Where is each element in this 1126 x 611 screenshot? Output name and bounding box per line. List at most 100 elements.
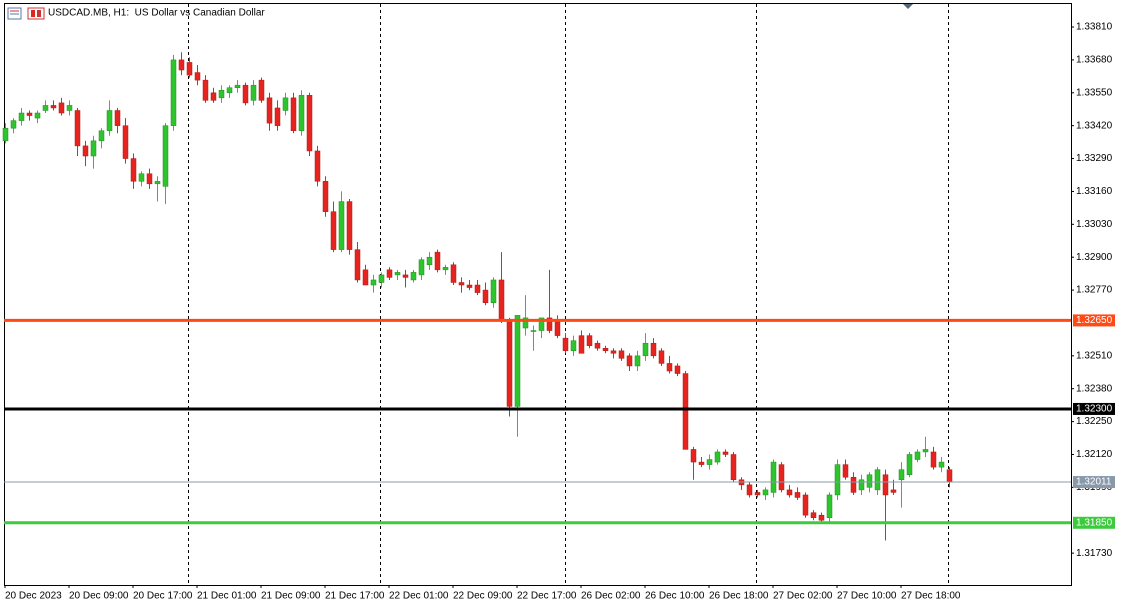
candle-body — [82, 145, 89, 157]
candle-body — [922, 449, 929, 453]
candle-body — [834, 464, 841, 496]
candle-body — [826, 494, 833, 518]
candle-body — [586, 335, 593, 346]
candle-body — [634, 355, 641, 367]
candle-body — [674, 365, 681, 374]
x-tick-label: 26 Dec 10:00 — [645, 591, 705, 602]
candle-body — [818, 514, 825, 521]
candle-body — [50, 105, 57, 109]
candle-body — [290, 97, 297, 131]
candle-body — [426, 256, 433, 266]
price-level-label: 1.32650 — [1076, 315, 1113, 326]
candle-body — [218, 90, 225, 99]
candle-body — [98, 130, 105, 142]
candle-body — [42, 105, 49, 111]
candle-body — [602, 347, 609, 352]
y-tick-label: 1.32120 — [1076, 449, 1113, 460]
candle-body — [642, 342, 649, 357]
candle-body — [554, 320, 561, 336]
candle-body — [850, 476, 857, 493]
candle-body — [10, 120, 17, 129]
candle-body — [258, 79, 265, 101]
y-tick-label: 1.33030 — [1076, 219, 1113, 230]
x-tick-label: 26 Dec 02:00 — [581, 591, 641, 602]
candle-body — [906, 454, 913, 475]
x-tick-label: 21 Dec 01:00 — [197, 591, 257, 602]
candle-body — [194, 72, 201, 81]
y-tick-label: 1.32250 — [1076, 416, 1113, 427]
candle-body — [146, 173, 153, 185]
candle-body — [106, 110, 113, 131]
y-tick-label: 1.33550 — [1076, 87, 1113, 98]
candle-body — [186, 62, 193, 76]
candle-body — [474, 284, 481, 293]
y-tick-label: 1.33290 — [1076, 153, 1113, 164]
candle-body — [250, 84, 257, 101]
icon — [37, 10, 41, 17]
price-level-label: 1.31850 — [1076, 517, 1113, 528]
candle-body — [930, 451, 937, 468]
candle-body — [866, 474, 873, 488]
price-level-label-bg — [1073, 402, 1115, 415]
candle-body — [434, 251, 441, 271]
candle-body — [242, 84, 249, 104]
candle-body — [178, 59, 185, 71]
candle-body — [938, 461, 945, 468]
candle-body — [2, 127, 9, 142]
candle-body — [370, 279, 377, 286]
shift-marker — [903, 4, 913, 9]
candle-body — [122, 125, 129, 159]
candle-body — [322, 181, 329, 212]
candle-body — [882, 474, 889, 496]
candle-body — [650, 342, 657, 357]
candle-body — [338, 201, 345, 250]
candle-body — [578, 335, 585, 354]
candle-body — [714, 451, 721, 463]
y-tick-label: 1.32900 — [1076, 252, 1113, 263]
candle-body — [858, 479, 865, 491]
y-tick-label: 1.31730 — [1076, 548, 1113, 559]
x-tick-label: 20 Dec 2023 — [5, 591, 62, 602]
candle-body — [722, 451, 729, 455]
candle-body — [530, 330, 537, 332]
candle-body — [410, 272, 417, 281]
candle-body — [354, 249, 361, 281]
candle-body — [306, 95, 313, 152]
candle-body — [282, 97, 289, 111]
candle-body — [810, 512, 817, 518]
candle-body — [330, 211, 337, 250]
candle-body — [402, 274, 409, 278]
candle-body — [522, 317, 529, 329]
candle-body — [898, 469, 905, 481]
candle-body — [914, 451, 921, 460]
x-tick-label: 26 Dec 18:00 — [709, 591, 769, 602]
candle-body — [842, 464, 849, 478]
candle-body — [794, 492, 801, 498]
candle-body — [274, 107, 281, 126]
candle-body — [66, 105, 73, 111]
price-level-label-bg — [1073, 476, 1115, 489]
candle-body — [34, 112, 41, 119]
candle-body — [210, 92, 217, 101]
candle-body — [362, 269, 369, 286]
candle-body — [450, 264, 457, 283]
candle-body — [130, 158, 137, 182]
candle-body — [202, 79, 209, 101]
candle-body — [314, 150, 321, 182]
candle-body — [778, 464, 785, 491]
chart-title: USDCAD.MB, H1: US Dollar vs Canadian Dol… — [48, 8, 265, 19]
candle-body — [762, 489, 769, 496]
x-tick-label: 21 Dec 09:00 — [261, 591, 321, 602]
period-separators — [188, 4, 949, 585]
candle-body — [786, 489, 793, 496]
candle-body — [570, 340, 577, 352]
candle-body — [730, 454, 737, 481]
candle-body — [506, 320, 513, 407]
candle-body — [482, 289, 489, 303]
y-tick-label: 1.32380 — [1076, 383, 1113, 394]
candle-body — [442, 267, 449, 271]
candle-body — [170, 59, 177, 126]
candle-body — [690, 449, 697, 463]
x-tick-label: 20 Dec 17:00 — [133, 591, 193, 602]
